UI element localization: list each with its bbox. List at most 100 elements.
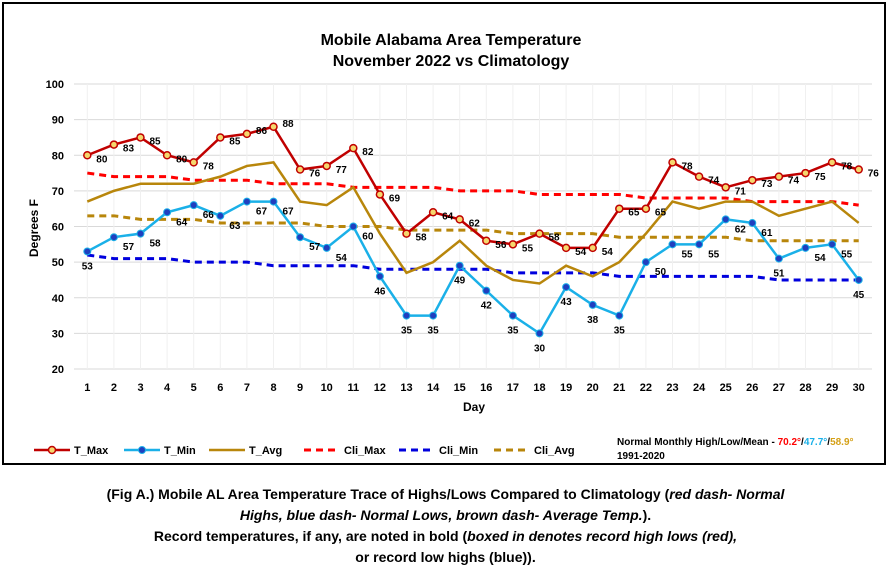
t-max-label: 71: [735, 186, 747, 197]
t-min-label: 60: [362, 232, 374, 243]
t-max-point: [83, 151, 92, 160]
x-tick-label: 11: [347, 382, 359, 394]
series-line-cli-min: [87, 253, 859, 282]
t-min-point: [136, 229, 145, 238]
x-tick-label: 4: [164, 382, 171, 394]
t-max-point: [295, 165, 305, 174]
y-tick-label: 30: [52, 328, 64, 340]
t-min-label: 35: [428, 326, 440, 337]
legend: T_Max T_Min T_Avg Cli_Max Cli_Min Cli_Avg: [34, 445, 575, 457]
y-tick-label: 80: [52, 150, 64, 162]
t-max-label: 55: [522, 243, 534, 254]
caption-line-4: or record low highs (blue)).: [0, 547, 891, 568]
t-max-point: [455, 215, 464, 224]
t-min-point: [242, 197, 251, 206]
chart-subtitle: November 2022 vs Climatology: [333, 53, 570, 70]
t-min-point: [508, 311, 517, 320]
t-min-point: [854, 275, 863, 284]
chart-title: Mobile Alabama Area Temperature: [321, 32, 582, 49]
y-tick-label: 100: [46, 79, 64, 91]
x-tick-label: 26: [746, 382, 758, 394]
t-max-point: [136, 133, 145, 142]
t-max-label: 85: [150, 136, 162, 147]
t-min-point: [535, 329, 544, 338]
caption-line-1: (Fig A.) Mobile AL Area Temperature Trac…: [0, 484, 891, 505]
x-tick-label: 17: [507, 382, 519, 394]
caption-4a: or record low highs (blue): [355, 549, 528, 565]
x-tick-label: 1: [84, 382, 90, 394]
t-max-point: [216, 133, 225, 142]
caption-3b: boxed in denotes record high lows (red),: [467, 528, 738, 544]
legend-label-t-max: T_Max: [74, 445, 109, 457]
t-min-label: 30: [534, 343, 546, 354]
t-max-point: [748, 175, 757, 185]
normal-high: 70.2°: [778, 437, 801, 448]
t-min-point: [482, 286, 491, 295]
t-max-label: 65: [628, 208, 640, 219]
t-min-label: 57: [309, 242, 321, 253]
t-max-point: [322, 161, 331, 171]
t-max-label: 58: [549, 233, 561, 244]
t-min-label: 49: [454, 276, 466, 287]
t-min-label: 63: [229, 221, 241, 232]
t-max-label: 80: [96, 154, 108, 165]
t-min-label: 50: [655, 267, 667, 278]
x-tick-label: 2: [111, 382, 117, 394]
t-min-point: [349, 222, 358, 231]
t-min-point: [455, 261, 464, 270]
t-max-point: [774, 172, 784, 181]
t-min-point: [721, 215, 730, 224]
y-tick-label: 20: [52, 364, 64, 376]
t-min-label: 35: [401, 326, 413, 337]
series-line-t-avg: [86, 161, 860, 285]
t-min-point: [296, 233, 305, 242]
t-max-label: 76: [309, 169, 321, 180]
t-max-point: [402, 229, 411, 238]
caption-2b: Highs, blue dash- Normal Lows, brown das…: [239, 507, 643, 523]
t-max-label: 54: [575, 247, 587, 258]
t-min-label: 53: [82, 261, 94, 272]
t-max-point: [109, 140, 119, 149]
t-max-point: [694, 172, 704, 181]
t-max-label: 78: [682, 161, 694, 172]
x-tick-label: 5: [191, 382, 197, 394]
t-max-label: 58: [416, 233, 428, 244]
t-min-point: [322, 243, 331, 252]
t-max-point: [269, 122, 278, 131]
t-min-point: [668, 240, 677, 249]
legend-label-t-min: T_Min: [164, 445, 196, 457]
t-min-point: [588, 300, 597, 309]
legend-label-cli-min: Cli_Min: [439, 445, 478, 457]
legend-marker-t-min: [138, 446, 146, 454]
t-min-point: [163, 208, 172, 217]
t-max-point: [349, 143, 358, 153]
chart-frame: Mobile Alabama Area Temperature November…: [2, 2, 886, 465]
t-max-label: 80: [176, 154, 188, 165]
series-line-t-max: [86, 125, 860, 250]
t-min-point: [615, 311, 624, 320]
y-tick-label: 70: [52, 186, 64, 198]
t-max-point: [482, 236, 491, 245]
t-min-point: [641, 258, 650, 267]
x-tick-label: 9: [297, 382, 303, 394]
y-tick-label: 60: [52, 222, 64, 234]
t-max-label: 56: [495, 240, 507, 251]
t-max-point: [561, 243, 571, 253]
data-labels-layer: 80 83 85 80 78 85 86 88 76 77 82 69 58 64 62 56 55 58 54 54…: [82, 119, 880, 355]
t-min-label: 58: [150, 239, 162, 250]
x-tick-label: 30: [853, 382, 865, 394]
legend-label-cli-max: Cli_Max: [344, 445, 386, 457]
t-min-point: [774, 254, 783, 263]
x-tick-label: 14: [427, 382, 440, 394]
series-line-cli-max: [87, 171, 859, 207]
t-max-point: [189, 158, 198, 167]
x-tick-label: 21: [613, 382, 625, 394]
x-tick-label: 29: [826, 382, 838, 394]
t-min-label: 35: [614, 326, 626, 337]
t-max-point: [615, 204, 624, 213]
t-max-label: 88: [283, 119, 295, 130]
x-tick-label: 16: [480, 382, 492, 394]
x-tick-label: 24: [693, 382, 706, 394]
caption-1b: red dash- Normal: [669, 486, 785, 502]
